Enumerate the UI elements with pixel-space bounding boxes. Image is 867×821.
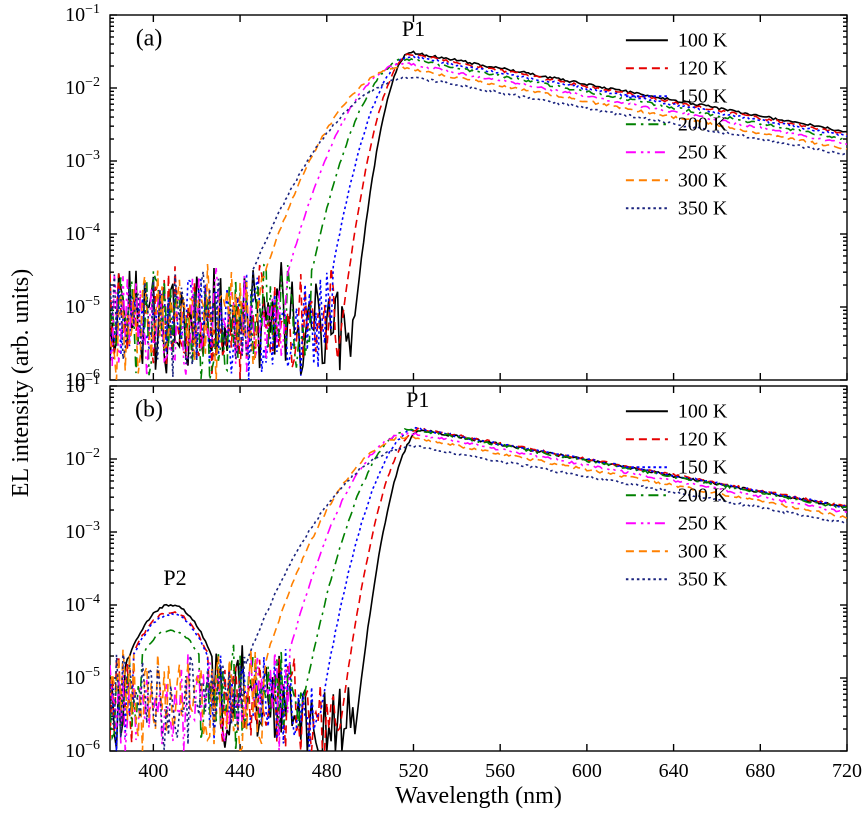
y-tick-label: 10−4 — [65, 592, 100, 616]
y-tick-label: 10−1 — [65, 373, 100, 397]
legend-label: 250 K — [678, 512, 728, 534]
x-tick-label: 680 — [745, 760, 775, 782]
legend-label: 150 K — [678, 456, 728, 478]
x-tick-label: 400 — [138, 760, 168, 782]
y-tick-label: 10−2 — [65, 446, 100, 470]
series-100-K — [110, 51, 847, 374]
panel-b: 400 440 480 520 560 600 640 680 720 10−6 10−5 10−4 1… — [65, 373, 862, 782]
legend-label: 350 K — [678, 568, 728, 590]
y-tick-label: 10−2 — [65, 75, 100, 99]
x-tick-label: 720 — [832, 760, 862, 782]
peak-label-P1: P1 — [402, 16, 425, 41]
y-tick-label: 10−1 — [65, 2, 100, 26]
legend-label: 100 K — [678, 400, 728, 422]
legend-label: 300 K — [678, 540, 728, 562]
y-tick-label: 10−5 — [65, 665, 100, 689]
y-tick-label: 10−3 — [65, 148, 100, 172]
legend-label: 120 K — [678, 57, 728, 79]
legend-label: 120 K — [678, 428, 728, 450]
y-tick-label: 10−4 — [65, 221, 100, 245]
x-tick-label: 600 — [572, 760, 602, 782]
figure-svg: 10−6 10−5 10−4 10−3 10−2 10−1 (a) P1 100 K 120 K 1… — [0, 0, 867, 821]
panel-label-b: (b) — [135, 396, 163, 422]
legend-label: 200 K — [678, 113, 728, 135]
legend-label: 350 K — [678, 197, 728, 219]
legend-label: 250 K — [678, 141, 728, 163]
x-tick-label: 640 — [659, 760, 689, 782]
axes-frame — [110, 15, 847, 380]
peak-label-P2: P2 — [163, 565, 186, 590]
x-tick-label: 440 — [225, 760, 255, 782]
x-tick-label: 560 — [485, 760, 515, 782]
y-tick-label: 10−6 — [65, 738, 100, 762]
y-tick-label: 10−3 — [65, 519, 100, 543]
legend-label: 100 K — [678, 29, 728, 51]
x-axis-label: Wavelength (nm) — [395, 783, 562, 809]
series-250-K — [110, 432, 847, 751]
figure-container: 10−6 10−5 10−4 10−3 10−2 10−1 (a) P1 100 K 120 K 1… — [0, 0, 867, 821]
panel-label-a: (a) — [136, 25, 163, 51]
y-axis-label: EL intensity (arb. units) — [8, 269, 34, 497]
legend-label: 150 K — [678, 85, 728, 107]
legend-label: 200 K — [678, 484, 728, 506]
series-120-K — [110, 54, 847, 378]
x-tick-label: 480 — [312, 760, 342, 782]
panel-a: 10−610−510−410−310−210−1(a)P1100 K120 K1… — [65, 2, 847, 391]
peak-label-P1: P1 — [406, 387, 429, 412]
legend-label: 300 K — [678, 169, 728, 191]
x-tick-label: 520 — [398, 760, 428, 782]
y-tick-label: 10−5 — [65, 294, 100, 318]
